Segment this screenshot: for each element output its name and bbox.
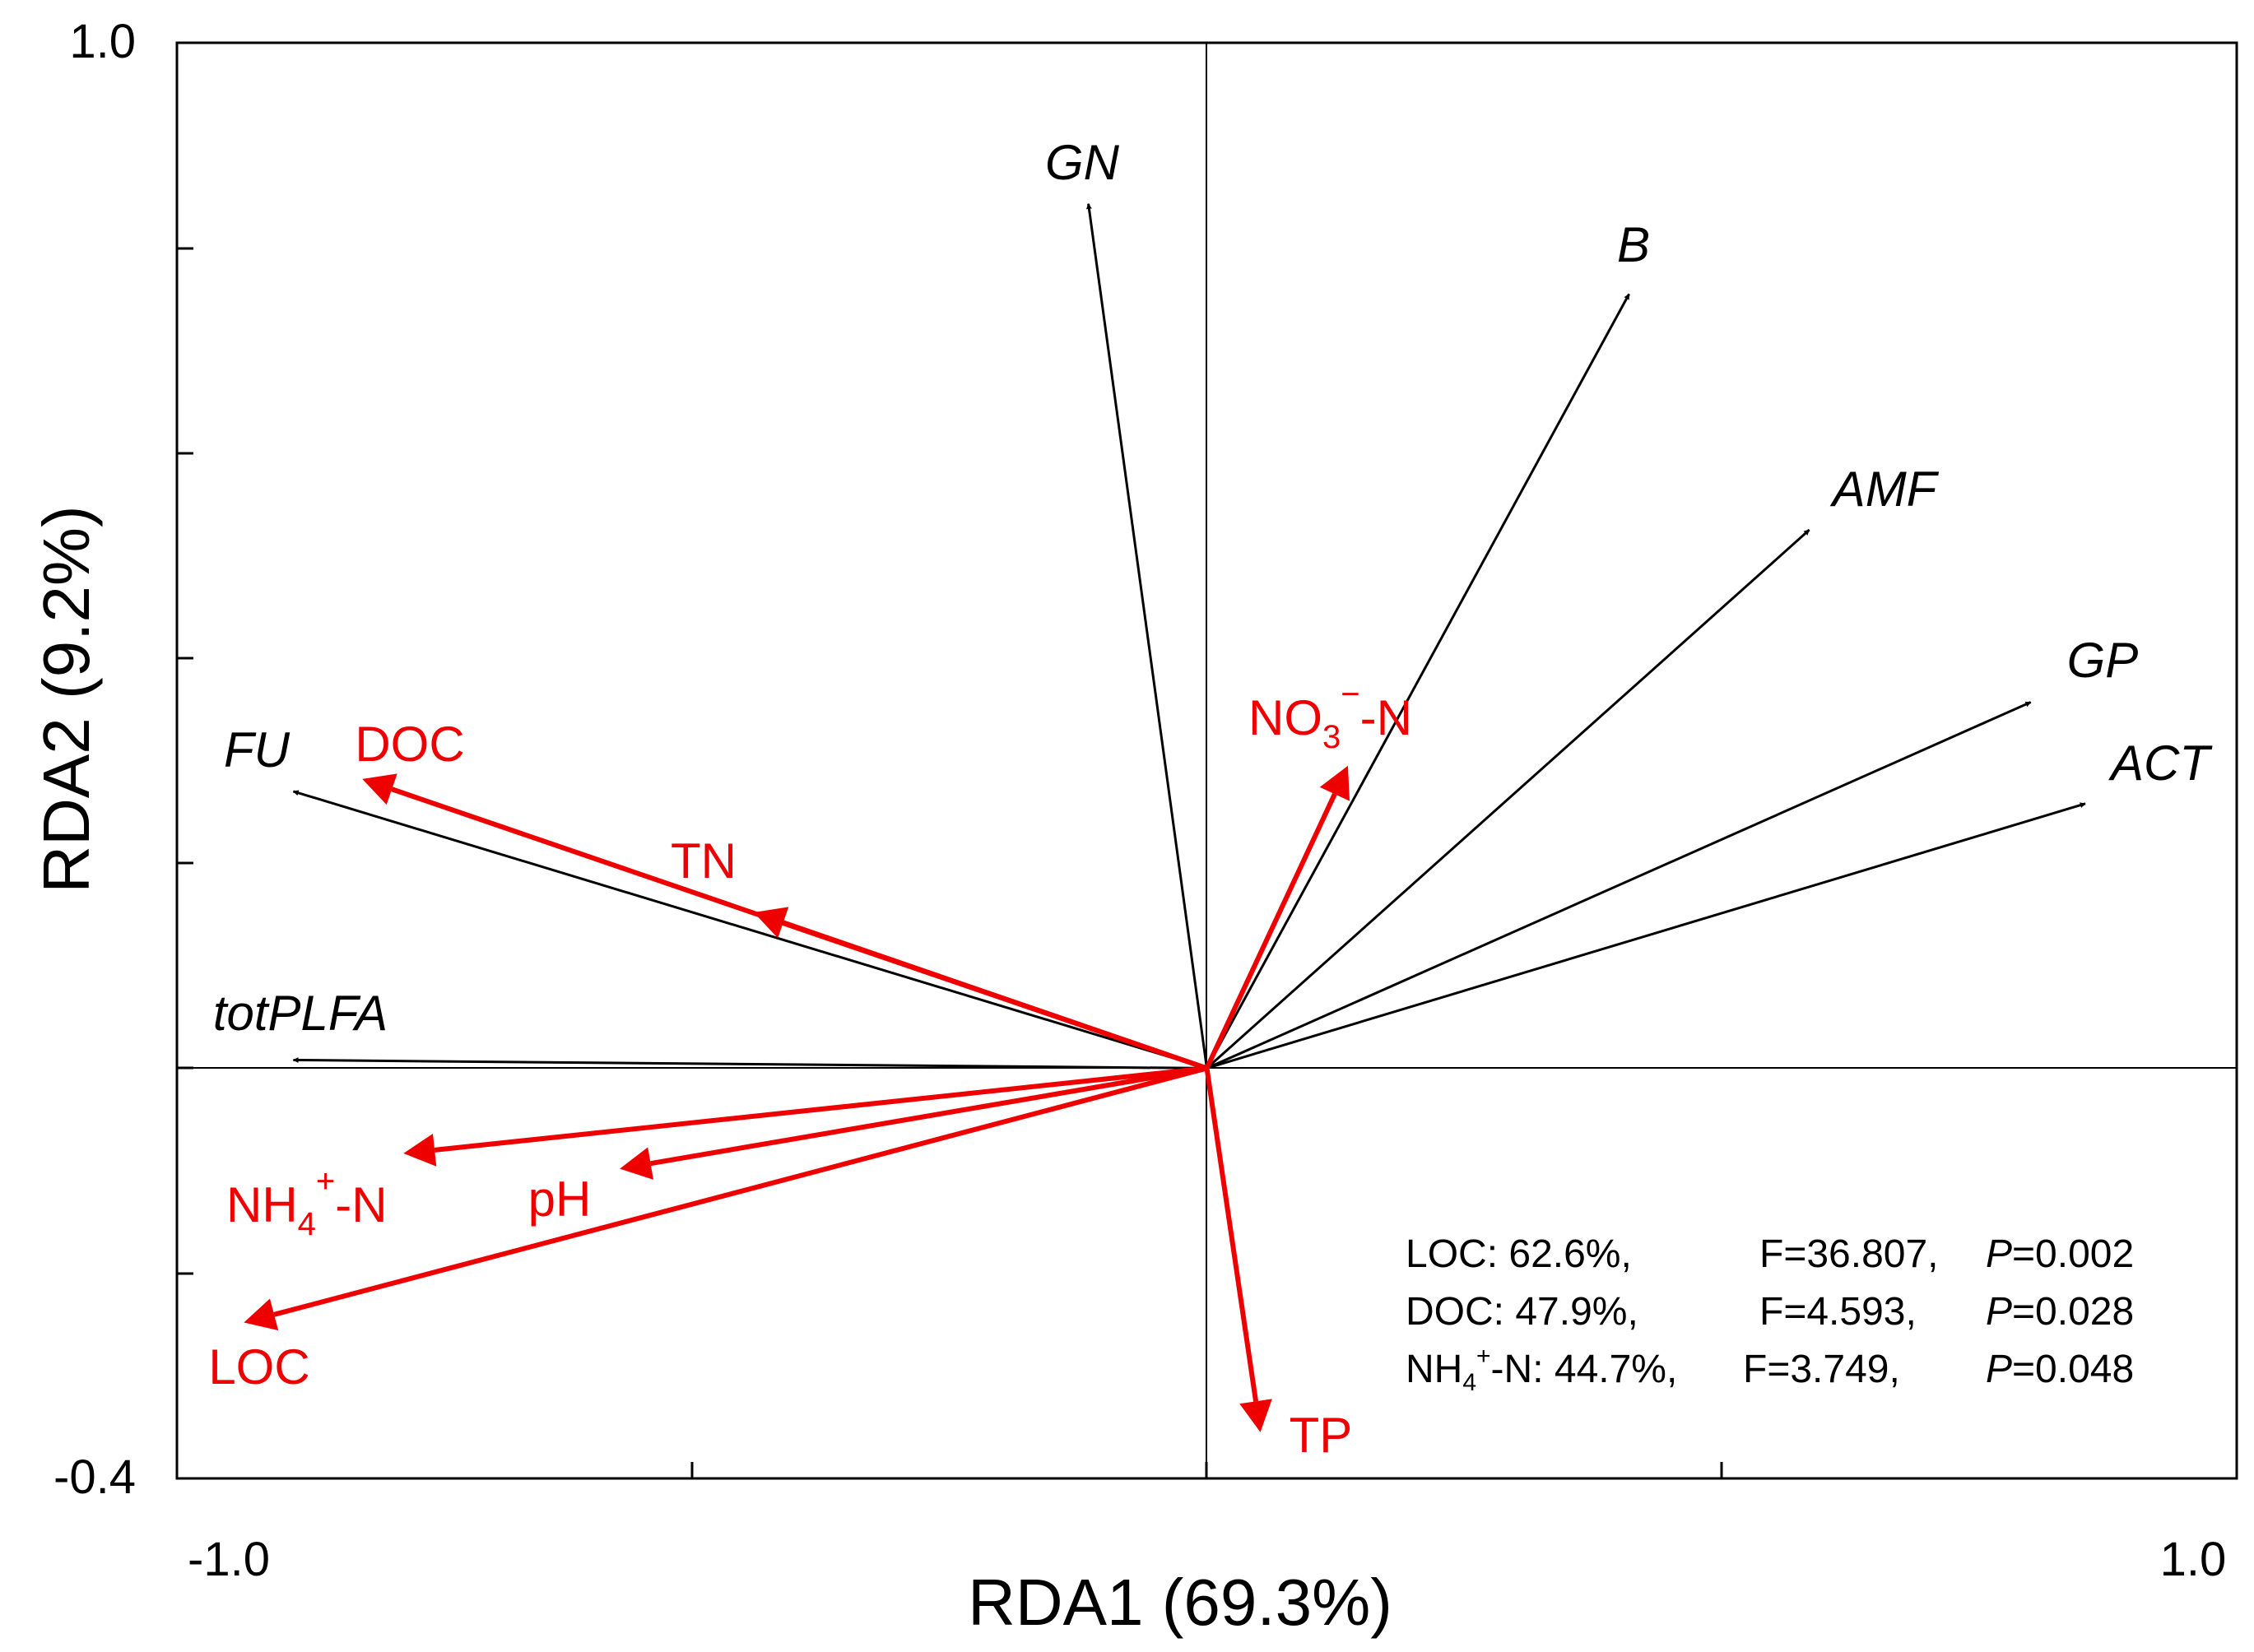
label-pH: pH [528,1172,592,1227]
arrow-totPLFA [292,1057,1207,1070]
stat-row-1-p: P=0.002 [1986,1232,2134,1276]
stat-row-2-p: P=0.028 [1986,1290,2134,1334]
arrow-ACT [1206,802,2086,1070]
label-GN: GN [1045,135,1120,190]
label-NH4-N: NH4+-N [226,1163,388,1242]
label-DOC: DOC [355,717,464,772]
y-axis-title: RDA2 (9.2%) [30,505,103,893]
species-labels: GN B AMF GP ACT FU totPLFA [213,135,2214,1041]
arrow-NO3-N [1204,792,1337,1070]
stat-row-1-f: F=36.807, [1759,1232,1939,1276]
arrow-AMF [1206,528,1810,1070]
arrow-NH4-N [434,1065,1207,1153]
label-TN: TN [671,833,737,889]
label-totPLFA: totPLFA [213,986,388,1041]
arrowhead-LOC [244,1298,279,1331]
arrow-LOC [273,1065,1208,1317]
x-axis-ticks [175,1462,2238,1478]
arrow-GP [1206,701,2032,1070]
label-GP: GP [2067,633,2139,688]
arrow-TN [782,920,1208,1071]
arrowhead-TN [753,907,789,939]
arrow-B [1206,293,1630,1070]
stats-annotation: LOC: 62.6%, F=36.807, P=0.002 DOC: 47.9%… [1406,1232,2134,1396]
y-axis-ticks [177,41,193,1480]
label-AMF: AMF [1830,462,1940,517]
arrowhead-DOC [362,773,397,805]
y-tick-label-bottom: -0.4 [53,1450,136,1504]
x-tick-label-right: 1.0 [2160,1533,2227,1586]
arrowhead-TP [1239,1399,1272,1432]
arrow-GN [1085,202,1208,1069]
stat-row-3-p: P=0.048 [1986,1348,2134,1391]
environment-arrows [244,765,1350,1432]
label-LOC: LOC [208,1339,309,1394]
y-tick-label-top: 1.0 [69,15,136,68]
x-tick-label-left: -1.0 [188,1533,270,1586]
label-FU: FU [224,722,290,777]
arrow-FU [292,790,1207,1070]
arrowhead-NH4-N [403,1133,437,1167]
label-NO3-N: NO3−-N [1248,676,1412,755]
stat-row-2-var: DOC: 47.9%, [1406,1290,1638,1334]
label-ACT: ACT [2108,736,2213,791]
arrow-pH [650,1065,1208,1167]
species-arrows [292,202,2086,1070]
x-axis-title: RDA1 (69.3%) [968,1566,1392,1639]
stat-row-2-f: F=4.593, [1759,1290,1917,1334]
arrowhead-NO3-N [1319,765,1350,801]
stat-row-3-var: NH4+-N: 44.7%, [1406,1343,1677,1396]
arrow-TP [1204,1067,1259,1402]
label-B: B [1617,217,1650,272]
label-TP: TP [1290,1408,1353,1463]
stat-row-1-var: LOC: 62.6%, [1406,1232,1632,1276]
arrowhead-pH [620,1147,653,1180]
stat-row-3-f: F=3.749, [1743,1348,1900,1391]
